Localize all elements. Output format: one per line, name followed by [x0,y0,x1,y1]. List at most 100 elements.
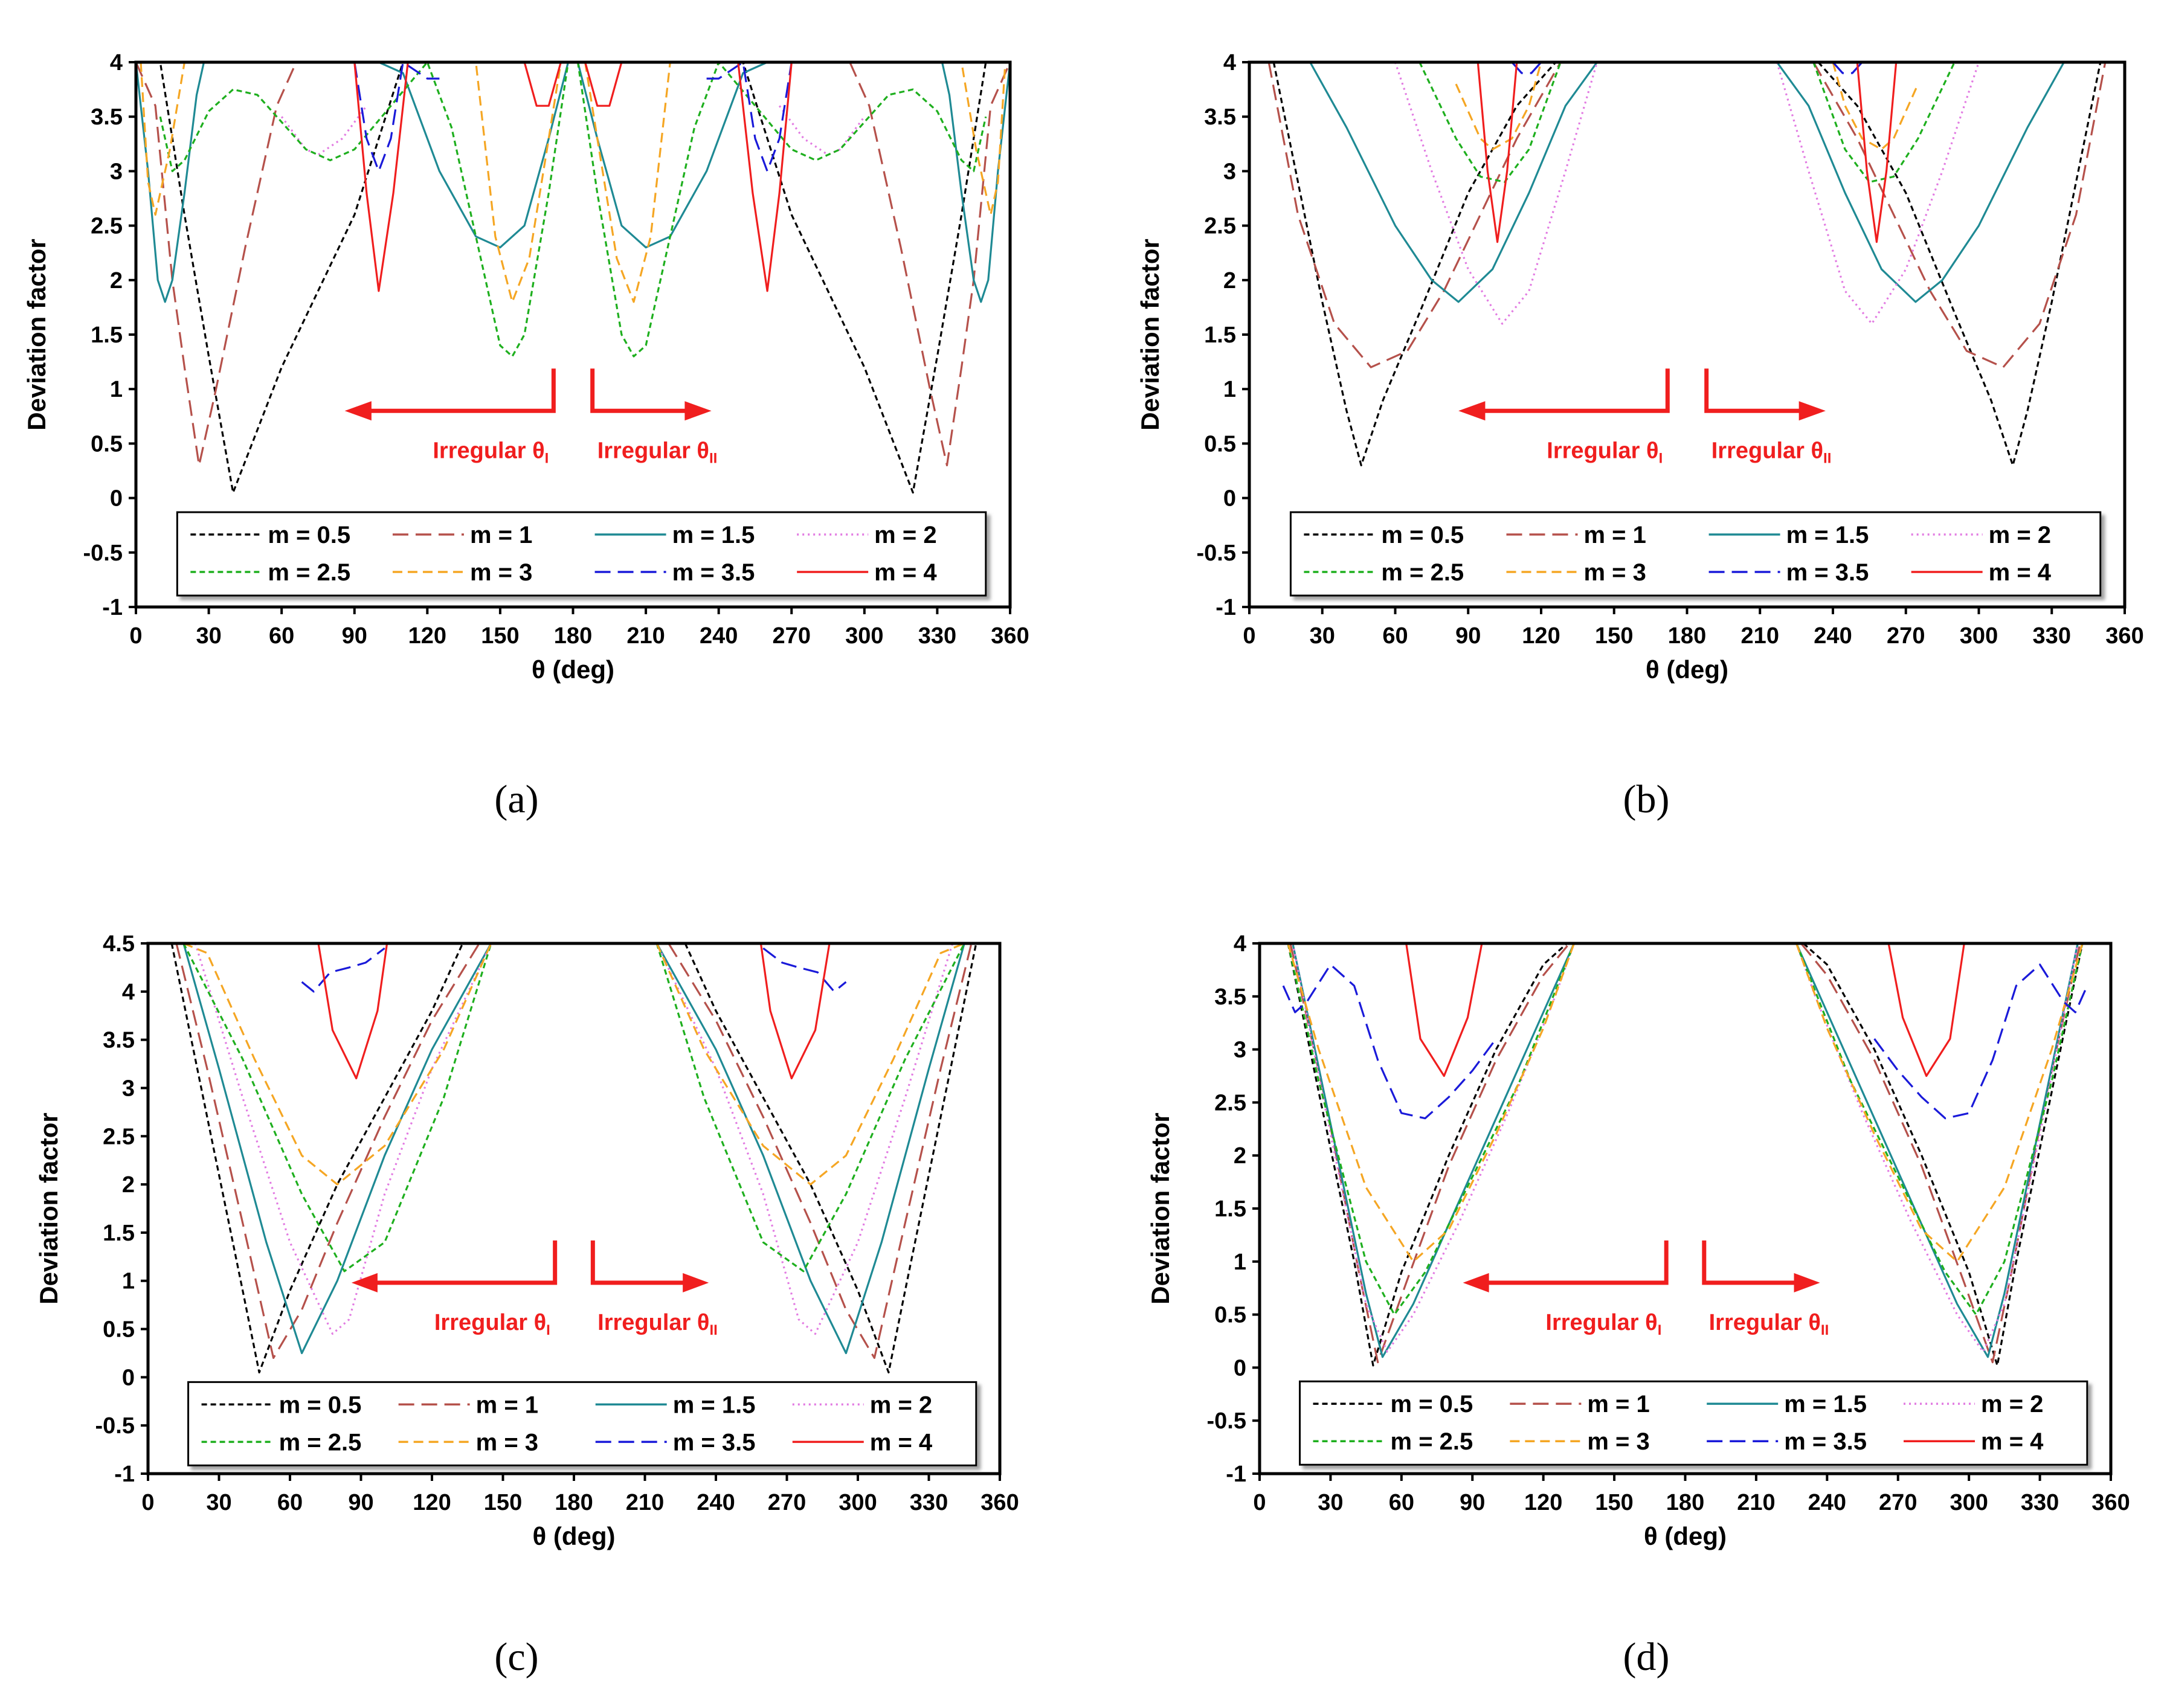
y-tick-label: 0 [1234,1355,1246,1381]
y-tick-label: 0 [110,486,123,512]
subscript: I [1658,1322,1662,1338]
y-tick-label: -1 [1216,595,1236,620]
x-axis-label: θ (deg) [1646,655,1728,684]
series-line-mirror-0.5 [1817,62,2102,467]
legend-label-1: m = 1 [1584,522,1646,548]
x-tick-label: 60 [269,623,294,649]
y-tick-label: 1 [1234,1250,1246,1275]
legend-label-0.5: m = 0.5 [279,1392,362,1418]
x-tick-label: 150 [481,623,519,649]
y-axis-label: Deviation factor [1136,239,1164,430]
series-line-mirror-1 [849,62,1010,467]
series-line-1.5 [136,62,570,303]
y-tick-label: 4 [122,980,135,1005]
y-tick-label: 4 [1234,931,1246,957]
x-tick-label: 180 [1666,1490,1704,1515]
legend-label-2: m = 2 [874,522,936,548]
legend-label-3.5: m = 3.5 [1786,559,1869,586]
irregular-theta-ii-label: Irregular θII [597,438,718,466]
series-line-3 [183,943,492,1186]
x-axis-label: θ (deg) [532,655,614,684]
x-tick-label: 30 [1310,623,1335,649]
irregular-annotation: Irregular θI Irregular θII [1458,368,1831,466]
x-tick-label: 180 [1668,623,1706,649]
legend-label-0.5: m = 0.5 [1381,522,1464,548]
series-line-1 [175,943,480,1359]
y-tick-label: -1 [114,1462,135,1487]
series-line-0.5 [1287,943,1568,1367]
series-group [1267,62,2107,467]
panel-label-c: (c) [494,1635,538,1679]
y-tick-label: 3 [1234,1038,1246,1063]
x-tick-label: 120 [413,1490,451,1515]
legend-label-3: m = 3 [470,559,532,586]
y-tick-label: 2 [122,1172,135,1198]
series-line-mirror-1.5 [1776,62,2065,303]
panel-b-chart: 4 3.5 3 2.5 2 1.5 1 0.5 0 -0.5 -1 0 30 60 90 120 150 180 2… [1136,50,2144,684]
y-tick-label: -0.5 [83,541,123,566]
x-tick-label: 240 [1808,1490,1846,1515]
x-tick-label: 150 [484,1490,522,1515]
y-tick-label: 3 [110,159,123,184]
x-tick-label: 60 [277,1490,303,1515]
legend-label-3: m = 3 [1587,1428,1649,1455]
y-tick-label: 0 [122,1365,135,1390]
series-line-0.5 [136,62,452,494]
x-tick-label: 30 [1318,1490,1343,1515]
legend-label-2: m = 2 [1981,1391,2043,1417]
y-tick-label: 0.5 [1204,431,1236,457]
y-tick-label: 1 [110,377,123,402]
arrow-left-head [1458,401,1486,421]
y-tick-label: 1.5 [103,1221,135,1246]
x-tick-label: 270 [773,623,811,649]
x-tick-label: 90 [1460,1490,1485,1515]
series-line-mirror-3.5 [762,947,847,993]
series-line-mirror-2.5 [1812,62,1956,183]
x-tick-label: 300 [839,1490,877,1515]
legend-label-1.5: m = 1.5 [672,522,755,548]
y-tick-label: 3.5 [91,104,123,130]
irregular-theta-i-label: Irregular θI [434,1310,550,1338]
series-line-1.5 [1309,62,1598,303]
series-line-mirror-3 [584,62,1006,303]
x-tick-label: 120 [1522,623,1560,649]
series-line-3 [1287,943,1576,1263]
irregular-annotation: Irregular θI Irregular θII [351,1240,718,1338]
x-tick-label: 270 [768,1490,806,1515]
x-tick-label: 0 [1253,1490,1266,1515]
legend-label-3: m = 3 [476,1429,538,1456]
irregular-theta-i-label: Irregular θI [433,438,549,466]
x-axis-label: θ (deg) [532,1522,615,1550]
x-tick-label: 90 [348,1490,373,1515]
x-tick-label: 360 [2105,623,2143,649]
arrow-left-head [351,1273,378,1292]
x-tick-label: 210 [626,1490,664,1515]
y-tick-label: 0.5 [91,431,123,457]
legend-label-2.5: m = 2.5 [268,559,350,586]
x-tick-label: 210 [626,623,665,649]
y-tick-label: -0.5 [95,1413,135,1439]
panel-a-chart: 43.532.521.510.50-0.5-10 30 60 90 120 150 180 2… [22,50,1029,684]
x-tick-label: 300 [1950,1490,1988,1515]
y-tick-label: 3.5 [1204,104,1236,130]
y-tick-label: 2.5 [1214,1090,1246,1116]
y-tick-label: 1.5 [1214,1196,1246,1222]
irregular-theta-i-label: Irregular θI [1545,1310,1661,1338]
series-line-mirror-4 [759,943,831,1080]
y-tick-label: 1 [122,1269,135,1294]
x-tick-label: 360 [980,1490,1019,1515]
y-axis-label: Deviation factor [22,239,51,430]
arrow-left-head [344,401,372,421]
series-line-4 [317,943,388,1080]
x-tick-label: 90 [1455,623,1481,649]
subscript: II [709,1322,717,1338]
series-line-mirror-1.5 [655,943,965,1355]
x-tick-label: 330 [2021,1490,2059,1515]
series-line-2.5 [1418,62,1562,183]
series-line-mirror-1 [1800,943,2081,1364]
series-line-2 [194,943,492,1335]
arrow-right-line [1704,368,1802,413]
subscript: II [1821,1322,1829,1338]
x-tick-label: 360 [991,623,1029,649]
